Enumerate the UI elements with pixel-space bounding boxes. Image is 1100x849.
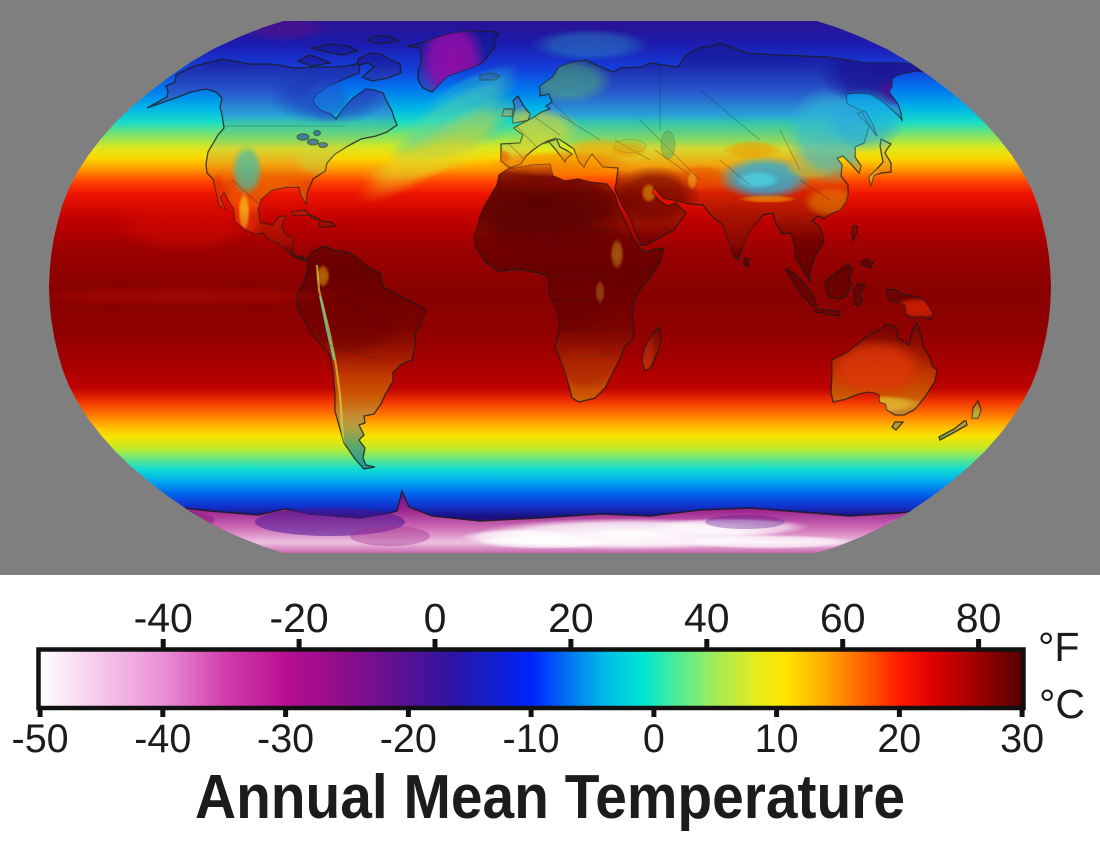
svg-text:-10: -10 <box>503 717 560 761</box>
svg-text:0: 0 <box>424 595 447 641</box>
svg-text:60: 60 <box>820 595 866 641</box>
svg-text:20: 20 <box>877 717 921 761</box>
svg-text:-40: -40 <box>134 717 191 761</box>
svg-text:Annual Mean Temperature: Annual Mean Temperature <box>195 763 905 832</box>
svg-text:20: 20 <box>548 595 594 641</box>
svg-text:°F: °F <box>1038 624 1079 670</box>
svg-text:80: 80 <box>956 595 1002 641</box>
svg-text:40: 40 <box>684 595 730 641</box>
svg-text:°C: °C <box>1039 681 1085 727</box>
svg-text:0: 0 <box>643 717 665 761</box>
svg-text:-40: -40 <box>134 595 193 641</box>
svg-text:-20: -20 <box>380 717 437 761</box>
svg-text:-30: -30 <box>257 717 314 761</box>
svg-text:30: 30 <box>1000 717 1044 761</box>
svg-text:-20: -20 <box>269 595 328 641</box>
svg-text:-50: -50 <box>12 717 69 761</box>
svg-text:10: 10 <box>755 717 799 761</box>
